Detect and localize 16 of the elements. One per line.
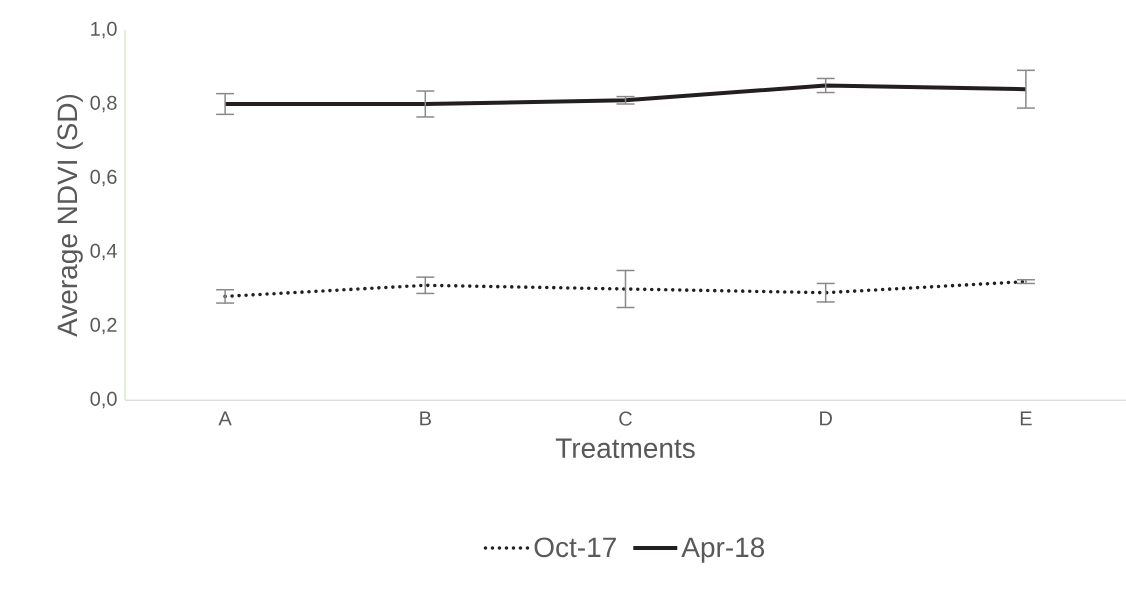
- x-tick-label: A: [218, 411, 232, 426]
- y-tick-label: 0,8: [90, 95, 117, 113]
- y-tick-label: 0,0: [90, 391, 117, 409]
- x-tick-label: C: [619, 411, 632, 426]
- y-tick-label: 0,4: [90, 243, 117, 261]
- y-tick-label: 1,0: [91, 21, 117, 39]
- x-tick-label: B: [420, 411, 431, 426]
- y-axis-title: Average NDVI (SD): [56, 94, 83, 337]
- legend-label: Apr-18: [681, 537, 765, 563]
- x-axis-title: Treatments: [555, 438, 695, 459]
- y-tick-label: 0,2: [90, 317, 117, 335]
- x-tick-label: D: [820, 411, 832, 426]
- x-tick-label: E: [1020, 411, 1032, 426]
- legend-label: Oct-17: [534, 537, 616, 558]
- line-series: [223, 83, 1028, 106]
- y-tick-label: 0,6: [90, 169, 117, 187]
